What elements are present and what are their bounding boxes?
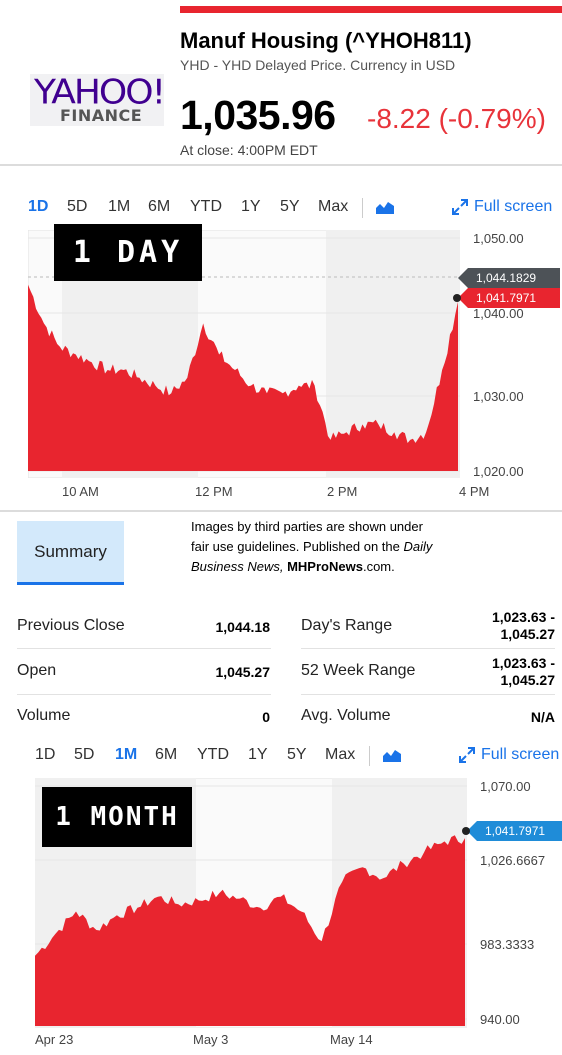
quote-subtitle: YHD - YHD Delayed Price. Currency in USD bbox=[180, 57, 456, 73]
stat-label: Volume bbox=[17, 707, 71, 724]
fair-use-disclaimer: Images by third parties are shown under … bbox=[191, 517, 491, 577]
close-time: At close: 4:00PM EDT bbox=[180, 142, 318, 158]
quote-title: Manuf Housing (^YHOH811) bbox=[180, 28, 472, 53]
tab-1d[interactable]: 1D bbox=[35, 746, 56, 763]
logo-wordmark: YAHOO! bbox=[34, 73, 166, 112]
one-day-badge: 1 DAY bbox=[54, 224, 202, 281]
brand-accent-bar bbox=[180, 6, 562, 13]
disclaimer-line: Images by third parties are shown under bbox=[191, 519, 423, 534]
disclaimer-text: .com. bbox=[362, 559, 395, 574]
fullscreen-icon[interactable] bbox=[459, 747, 475, 763]
day-range-tabs: 1D 5D 1M 6M YTD 1Y 5Y Max Full screen bbox=[0, 198, 562, 220]
x-tick: 10 AM bbox=[62, 484, 99, 499]
month-range-tabs: 1D 5D 1M 6M YTD 1Y 5Y Max Full screen bbox=[0, 746, 562, 768]
logo-subtitle: FINANCE bbox=[60, 106, 143, 125]
chart-type-icon[interactable] bbox=[376, 200, 394, 214]
y-tick: 940.00 bbox=[480, 1012, 520, 1027]
y-tick: 1,020.00 bbox=[473, 464, 524, 479]
tab-summary[interactable]: Summary bbox=[17, 521, 124, 585]
last-point-marker bbox=[462, 827, 470, 835]
x-tick: May 14 bbox=[330, 1032, 373, 1047]
tab-1m[interactable]: 1M bbox=[115, 746, 138, 763]
y-tick: 1,030.00 bbox=[473, 389, 524, 404]
y-tick: 1,050.00 bbox=[473, 231, 524, 246]
disclaimer-italic: Business News, bbox=[191, 559, 288, 574]
row-divider bbox=[17, 694, 271, 695]
divider bbox=[0, 164, 562, 166]
stat-value: 1,023.63 - bbox=[491, 655, 555, 671]
divider bbox=[0, 510, 562, 512]
last-price-flag: 1,041.7971 bbox=[467, 821, 562, 841]
stat-value: 1,044.18 bbox=[215, 619, 271, 635]
disclaimer-bold: MHProNews bbox=[287, 559, 363, 574]
x-tick: 4 PM bbox=[459, 484, 490, 499]
y-tick: 1,040.00 bbox=[473, 306, 524, 321]
tab-separator bbox=[369, 746, 370, 766]
yahoo-finance-logo[interactable] bbox=[30, 74, 164, 126]
price-change: -8.22 (-0.79%) bbox=[367, 103, 546, 134]
month-price-area bbox=[35, 835, 465, 1026]
tab-6m[interactable]: 6M bbox=[155, 746, 178, 763]
y-tick: 1,070.00 bbox=[480, 779, 531, 794]
last-point-marker bbox=[453, 294, 461, 302]
stat-value: 1,045.27 bbox=[500, 672, 556, 688]
fullscreen-icon[interactable] bbox=[452, 199, 468, 215]
x-tick: 2 PM bbox=[327, 484, 358, 499]
tab-1y[interactable]: 1Y bbox=[241, 198, 261, 215]
tab-1m[interactable]: 1M bbox=[108, 198, 131, 215]
x-tick: Apr 23 bbox=[35, 1032, 74, 1047]
stat-label: Day's Range bbox=[301, 617, 393, 634]
y-tick: 1,026.6667 bbox=[480, 853, 546, 868]
disclaimer-text: fair use guidelines. Published on the bbox=[191, 539, 404, 554]
one-month-badge: 1 MONTH bbox=[42, 787, 192, 847]
stat-value: N/A bbox=[530, 709, 555, 725]
row-divider bbox=[17, 648, 271, 649]
day-price-area bbox=[28, 284, 458, 471]
tab-5d[interactable]: 5D bbox=[74, 746, 95, 763]
tab-1d[interactable]: 1D bbox=[28, 198, 49, 215]
last-price-flag: 1,041.7971 bbox=[458, 288, 560, 308]
tab-ytd[interactable]: YTD bbox=[197, 746, 229, 763]
stat-value: 1,023.63 - bbox=[491, 609, 555, 625]
x-tick: May 3 bbox=[193, 1032, 229, 1047]
y-tick: 983.3333 bbox=[480, 937, 535, 952]
tab-separator bbox=[362, 198, 363, 218]
tab-1y[interactable]: 1Y bbox=[248, 746, 268, 763]
stat-label: Open bbox=[17, 662, 57, 679]
disclaimer-line: Business News, MHProNews.com. bbox=[191, 557, 491, 577]
tab-max[interactable]: Max bbox=[318, 198, 349, 215]
fullscreen-link[interactable]: Full screen bbox=[474, 198, 553, 215]
stat-value: 1,045.27 bbox=[500, 626, 556, 642]
stat-label: Avg. Volume bbox=[301, 707, 391, 724]
stat-value: 1,045.27 bbox=[215, 664, 271, 680]
previous-close-flag: 1,044.1829 bbox=[458, 268, 560, 288]
tab-5y[interactable]: 5Y bbox=[287, 746, 307, 763]
last-price: 1,035.96 bbox=[180, 92, 336, 138]
chart-type-icon[interactable] bbox=[383, 748, 401, 762]
disclaimer-italic: Daily bbox=[403, 539, 433, 554]
tab-max[interactable]: Max bbox=[325, 746, 356, 763]
tab-5y[interactable]: 5Y bbox=[280, 198, 300, 215]
tab-5d[interactable]: 5D bbox=[67, 198, 88, 215]
tab-6m[interactable]: 6M bbox=[148, 198, 171, 215]
stat-label: 52 Week Range bbox=[301, 662, 416, 679]
x-tick: 12 PM bbox=[195, 484, 233, 499]
fullscreen-link[interactable]: Full screen bbox=[481, 746, 560, 763]
stat-value: 0 bbox=[262, 709, 270, 725]
tab-ytd[interactable]: YTD bbox=[190, 198, 222, 215]
row-divider bbox=[301, 648, 555, 649]
row-divider bbox=[301, 694, 555, 695]
disclaimer-line: fair use guidelines. Published on the Da… bbox=[191, 537, 491, 557]
stat-label: Previous Close bbox=[17, 617, 125, 634]
